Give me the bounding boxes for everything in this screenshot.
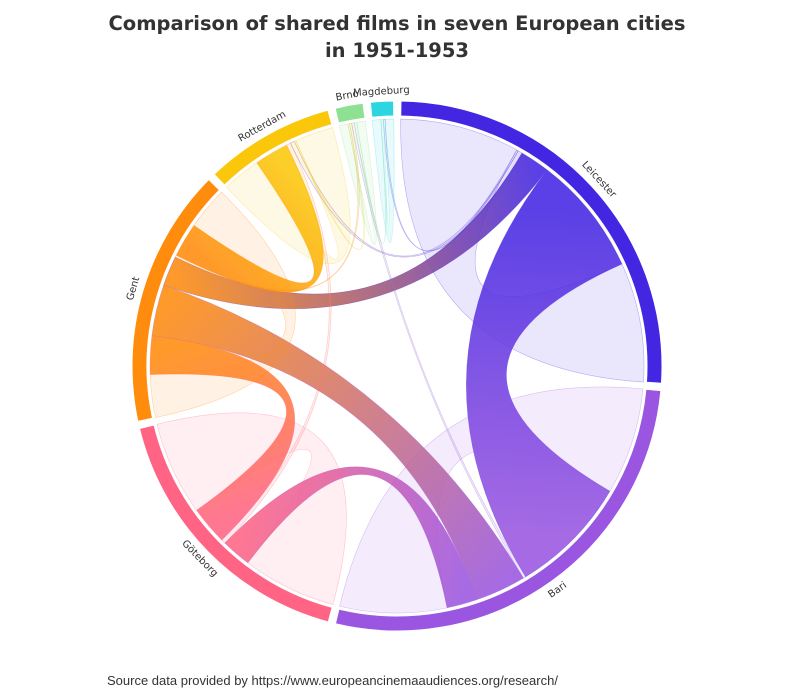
ribbon-magdeburg-magdeburg[interactable]	[371, 118, 395, 243]
ribbon-bari-gent[interactable]	[151, 284, 524, 601]
source-note: Source data provided by https://www.euro…	[107, 673, 558, 688]
node-arc-gent[interactable]	[131, 178, 221, 422]
ribbon-göteborg-göteborg[interactable]	[156, 412, 347, 605]
ribbon-göteborg-gent[interactable]	[149, 335, 296, 541]
ribbon-rotterdam-rotterdam[interactable]	[226, 127, 351, 264]
node-arc-rotterdam[interactable]	[213, 109, 333, 186]
ribbon-bari-bari[interactable]	[339, 386, 644, 614]
ribbons-layer	[149, 118, 645, 614]
chord-chart: LeicesterBariGöteborgGentRotterdamBrnoMa…	[125, 85, 663, 632]
chart-title: Comparison of shared films in seven Euro…	[108, 12, 686, 62]
ribbon-gent-gent[interactable]	[149, 191, 296, 418]
node-arc-bari[interactable]	[334, 388, 662, 632]
arcs-layer	[131, 100, 663, 632]
node-arc-gteborg[interactable]	[138, 424, 333, 623]
node-label-gent: Gent	[125, 276, 142, 302]
node-label-brno: Brno	[335, 89, 360, 104]
node-arc-leicester[interactable]	[400, 100, 663, 384]
ribbon-leicester-leicester[interactable]	[400, 118, 645, 383]
node-arc-brno[interactable]	[334, 102, 366, 124]
ribbon-bari-göteborg[interactable]	[224, 466, 477, 609]
ribbon-gent-rotterdam[interactable]	[175, 144, 324, 293]
node-arc-magdeburg[interactable]	[369, 100, 395, 118]
node-label-magdeburg: Magdeburg	[353, 85, 410, 99]
